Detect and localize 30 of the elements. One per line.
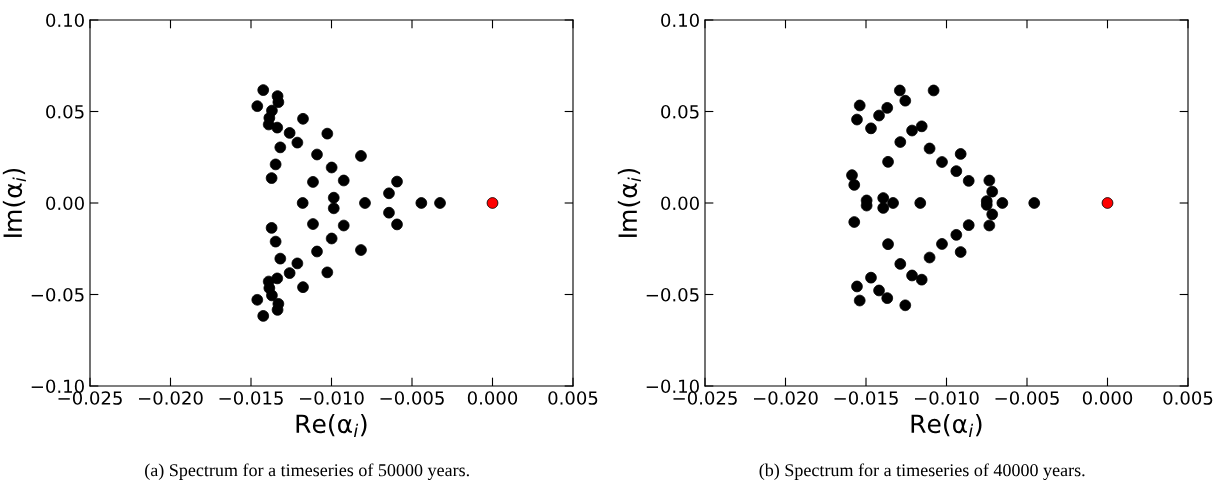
x-tick-label: −0.020 [754, 391, 818, 405]
x-tick-label: −0.010 [300, 391, 364, 405]
y-tick-label: 0.10 [661, 13, 699, 28]
y-axis-title: Im(α$_{i}$) [2, 168, 26, 237]
x-axis-title: Re(α$_{i}$) [911, 413, 982, 437]
x-tick-label: −0.020 [139, 391, 203, 405]
text: (a) Spectrum for a timeseries of 50000 years. [145, 463, 469, 480]
y-tick-label: 0.05 [46, 104, 84, 119]
x-tick-label: −0.010 [915, 391, 979, 405]
y-tick-label: −0.05 [646, 287, 699, 302]
x-tick-label: 0.005 [1163, 391, 1213, 405]
y-tick-label: 0.05 [661, 104, 699, 119]
x-tick-label: −0.015 [219, 391, 283, 405]
y-tick-label: 0.00 [46, 196, 84, 211]
x-tick-label: −0.025 [673, 391, 737, 405]
x-tick-label: −0.025 [58, 391, 122, 405]
x-tick-label: −0.005 [380, 391, 444, 405]
y-tick-label: 0.10 [46, 13, 84, 28]
x-tick-label: −0.005 [995, 391, 1059, 405]
y-axis-title: Im(α$_{i}$) [617, 168, 641, 237]
y-tick-label: 0.00 [661, 196, 699, 211]
y-tick-label: −0.10 [646, 379, 699, 394]
y-tick-label: −0.10 [31, 379, 84, 394]
x-tick-label: 0.000 [1082, 391, 1133, 405]
x-axis-title: Re(α$_{i}$) [296, 413, 367, 437]
text: (b) Spectrum for a timeseries of 40000 years. [759, 463, 1085, 480]
x-tick-label: 0.005 [548, 391, 598, 405]
y-tick-label: −0.05 [31, 287, 84, 302]
x-tick-label: 0.000 [467, 391, 518, 405]
x-tick-label: −0.015 [834, 391, 898, 405]
